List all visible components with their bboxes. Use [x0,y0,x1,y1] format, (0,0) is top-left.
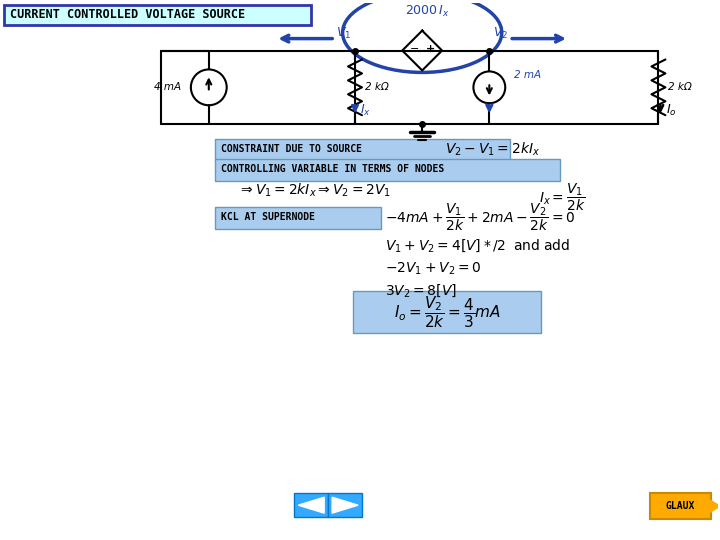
Text: $\Rightarrow V_1=2kI_x\Rightarrow V_2=2V_1$: $\Rightarrow V_1=2kI_x\Rightarrow V_2=2V… [238,181,390,199]
Text: 4 mA: 4 mA [154,82,181,92]
Text: $V_2$: $V_2$ [493,25,508,40]
FancyBboxPatch shape [215,207,381,228]
Text: $V_2-V_1=2kI_x$: $V_2-V_1=2kI_x$ [444,140,539,158]
Text: +: + [426,44,435,53]
Text: $V_1$: $V_1$ [336,25,351,40]
FancyBboxPatch shape [215,159,560,181]
FancyBboxPatch shape [649,493,711,519]
Text: $-4mA+\dfrac{V_1}{2k}+2mA-\dfrac{V_2}{2k}=0$: $-4mA+\dfrac{V_1}{2k}+2mA-\dfrac{V_2}{2k… [385,201,575,233]
Text: 2 kΩ: 2 kΩ [365,82,389,92]
Text: −: − [410,44,419,53]
Polygon shape [298,497,324,513]
Text: $2000\,I_x$: $2000\,I_x$ [405,4,449,19]
Text: $I_o$: $I_o$ [667,103,677,118]
Text: $I_o=\dfrac{V_2}{2k}=\dfrac{4}{3}mA$: $I_o=\dfrac{V_2}{2k}=\dfrac{4}{3}mA$ [394,294,501,330]
FancyBboxPatch shape [215,139,510,161]
Text: CURRENT CONTROLLED VOLTAGE SOURCE: CURRENT CONTROLLED VOLTAGE SOURCE [10,8,245,21]
Text: 2 mA: 2 mA [514,70,541,80]
FancyBboxPatch shape [294,493,328,517]
Text: KCL AT SUPERNODE: KCL AT SUPERNODE [221,212,315,222]
Text: CONTROLLING VARIABLE IN TERMS OF NODES: CONTROLLING VARIABLE IN TERMS OF NODES [221,164,444,174]
FancyBboxPatch shape [353,291,541,333]
Polygon shape [705,497,720,515]
Text: $I_x$: $I_x$ [360,103,371,118]
Text: $-2V_1+V_2=0$: $-2V_1+V_2=0$ [385,260,482,276]
Text: $3V_2=8[V]$: $3V_2=8[V]$ [385,282,457,299]
FancyBboxPatch shape [4,5,311,25]
Polygon shape [332,497,358,513]
FancyBboxPatch shape [328,493,362,517]
Text: $I_x=\dfrac{V_1}{2k}$: $I_x=\dfrac{V_1}{2k}$ [539,181,585,213]
Text: 2 kΩ: 2 kΩ [668,82,692,92]
Text: CONSTRAINT DUE TO SOURCE: CONSTRAINT DUE TO SOURCE [221,144,361,154]
Text: GLAUX: GLAUX [666,501,695,511]
Text: $V_1+V_2=4[V]*/2\;\;{\rm and\;add}$: $V_1+V_2=4[V]*/2\;\;{\rm and\;add}$ [385,237,570,254]
